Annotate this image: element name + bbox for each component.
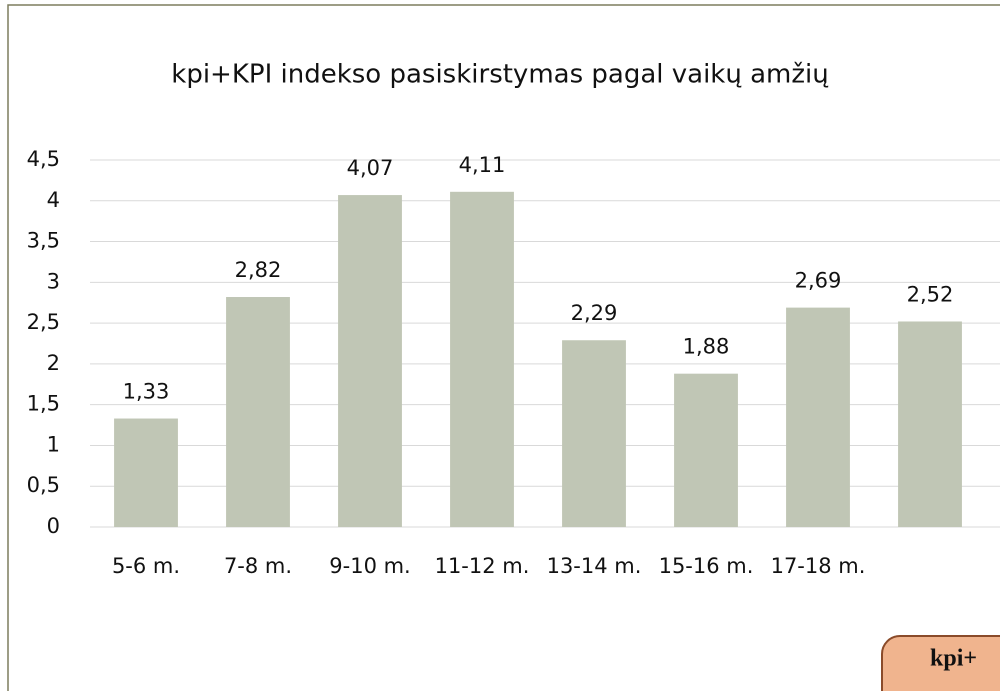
x-tick-label: 15-16 m. [659,554,754,578]
bar [114,418,178,527]
data-label: 2,82 [235,258,282,282]
y-tick-label: 2,5 [27,310,60,334]
x-tick-label: 17-18 m. [771,554,866,578]
x-tick-label: 5-6 m. [112,554,180,578]
x-tick-label: 13-14 m. [547,554,642,578]
y-tick-label: 1 [47,432,60,456]
y-tick-label: 3,5 [27,229,60,253]
data-label: 1,88 [683,335,730,359]
y-tick-label: 4 [47,188,60,212]
data-label: 4,11 [459,153,506,177]
bar [562,340,626,527]
data-label: 1,33 [123,380,170,404]
bar [786,307,850,527]
bar [674,373,738,527]
x-tick-label: 11-12 m. [435,554,530,578]
bar [226,297,290,527]
data-label: 2,29 [571,301,618,325]
overlay-box [881,635,1000,691]
bar [898,321,962,527]
bar [338,195,402,527]
x-tick-label: 7-8 m. [224,554,292,578]
bar [450,191,514,527]
overlay-text: kpi+ [930,646,977,672]
y-tick-label: 0 [47,514,60,538]
data-label: 4,07 [347,156,394,180]
y-tick-label: 1,5 [27,392,60,416]
data-label: 2,69 [795,269,842,293]
y-tick-label: 2 [47,351,60,375]
x-tick-label: 9-10 m. [329,554,410,578]
data-label: 2,52 [907,282,954,306]
y-tick-label: 4,5 [27,147,60,171]
y-tick-label: 3 [47,269,60,293]
chart-title: kpi+KPI indekso pasiskirstymas pagal vai… [171,60,828,90]
y-tick-label: 0,5 [27,473,60,497]
